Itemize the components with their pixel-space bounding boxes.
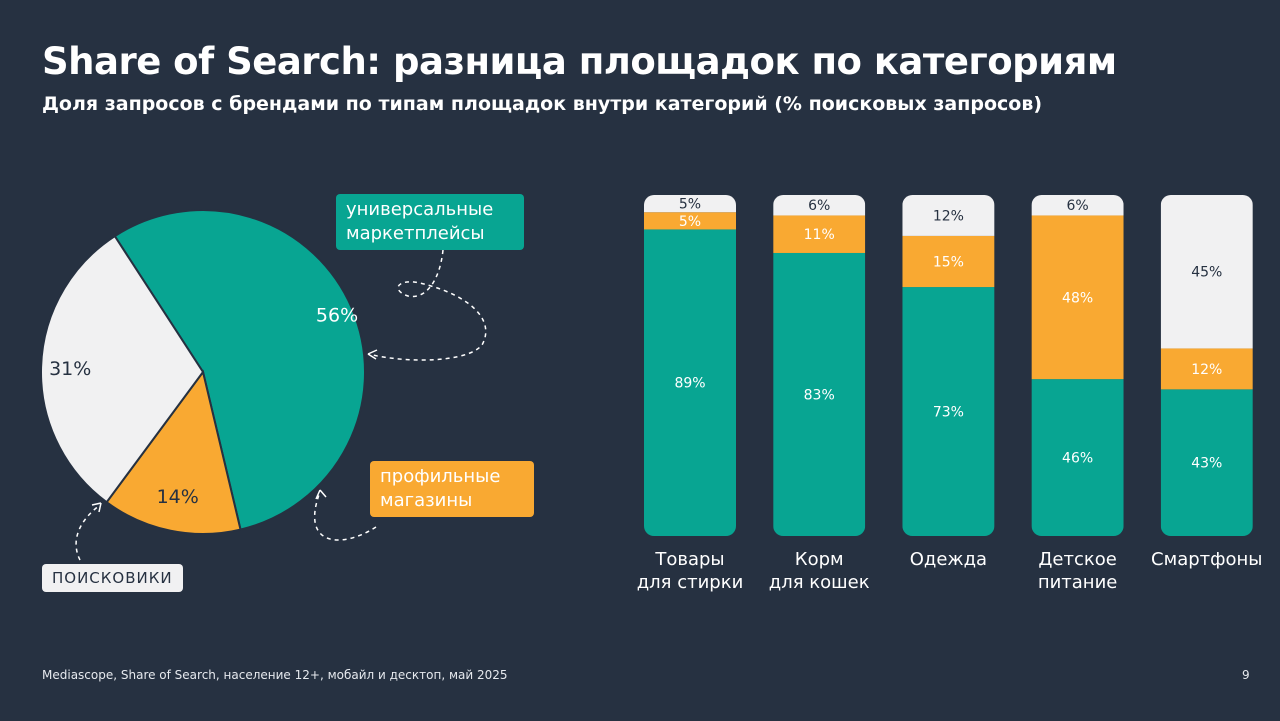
category-label: питание — [1038, 572, 1118, 593]
bar-segment — [644, 195, 736, 213]
bar-value-label: 43% — [1191, 456, 1222, 472]
pie-slice — [105, 369, 242, 535]
bar-segment — [773, 215, 866, 253]
bar-value-label: 5% — [679, 197, 701, 213]
bar-stack — [1031, 195, 1124, 536]
bar-stack — [1160, 195, 1253, 536]
bar-segment — [773, 252, 866, 536]
bar-segment — [1160, 389, 1253, 536]
bar-value-label: 46% — [1062, 451, 1093, 467]
category-label: для кошек — [769, 572, 870, 593]
bar-segment — [773, 195, 866, 216]
bar-value-label: 89% — [674, 376, 705, 392]
callout-marketplaces: универсальные маркетплейсы — [336, 194, 524, 250]
bar-stack — [773, 195, 866, 536]
pie-chart — [40, 209, 366, 535]
category-label: для стирки — [637, 572, 744, 593]
page-subtitle: Доля запросов с брендами по типам площад… — [42, 93, 1043, 115]
bar-value-label: 12% — [933, 208, 964, 224]
category-label: Товары — [654, 549, 724, 570]
pie-slice-label: 56% — [316, 305, 358, 327]
bar-value-label: 48% — [1062, 290, 1093, 306]
page-title: Share of Search: разница площадок по кат… — [42, 40, 1117, 83]
bar-stack — [644, 195, 736, 536]
bar-segment — [902, 235, 995, 288]
bar-value-label: 83% — [804, 387, 835, 403]
page-number: 9 — [1242, 668, 1250, 682]
pie-slice — [113, 209, 366, 531]
pie-slice-label: 31% — [49, 358, 91, 380]
bar-value-label: 45% — [1191, 265, 1222, 281]
category-label: Смартфоны — [1151, 549, 1262, 570]
callout-specialty-stores: профильные магазины — [370, 461, 534, 517]
pie-slice — [40, 234, 205, 504]
bar-segment — [902, 287, 995, 536]
category-label: Детское — [1038, 549, 1116, 570]
bar-value-label: 15% — [933, 254, 964, 270]
category-label: Корм — [795, 549, 844, 570]
bar-value-label: 5% — [679, 214, 701, 230]
bar-value-label: 11% — [804, 227, 835, 243]
category-label: Одежда — [910, 549, 987, 570]
bar-segment — [902, 195, 995, 236]
bar-segment — [1031, 379, 1124, 536]
bar-value-label: 6% — [808, 198, 830, 214]
callout-search-engines: ПОИСКОВИКИ — [42, 564, 183, 592]
source-note: Mediascope, Share of Search, население 1… — [42, 668, 508, 682]
callout-search-text: ПОИСКОВИКИ — [52, 569, 173, 587]
pie-labels: 56% 14% 31% — [49, 305, 358, 508]
bar-stack — [902, 195, 995, 536]
bar-segment — [1031, 195, 1124, 216]
bar-segment — [644, 229, 736, 536]
callout-specialty-text: профильные магазины — [380, 466, 501, 511]
bar-value-label: 12% — [1191, 362, 1222, 378]
callout-arrows — [75, 249, 487, 561]
bar-segment — [1031, 215, 1124, 380]
bar-segment — [1160, 195, 1253, 349]
bar-value-label: 73% — [933, 405, 964, 421]
bar-segment — [1160, 348, 1253, 390]
callout-marketplaces-text: универсальные маркетплейсы — [346, 199, 494, 244]
bar-value-label: 6% — [1066, 198, 1088, 214]
pie-slice-label: 14% — [157, 486, 199, 508]
bar-segment — [644, 212, 736, 230]
